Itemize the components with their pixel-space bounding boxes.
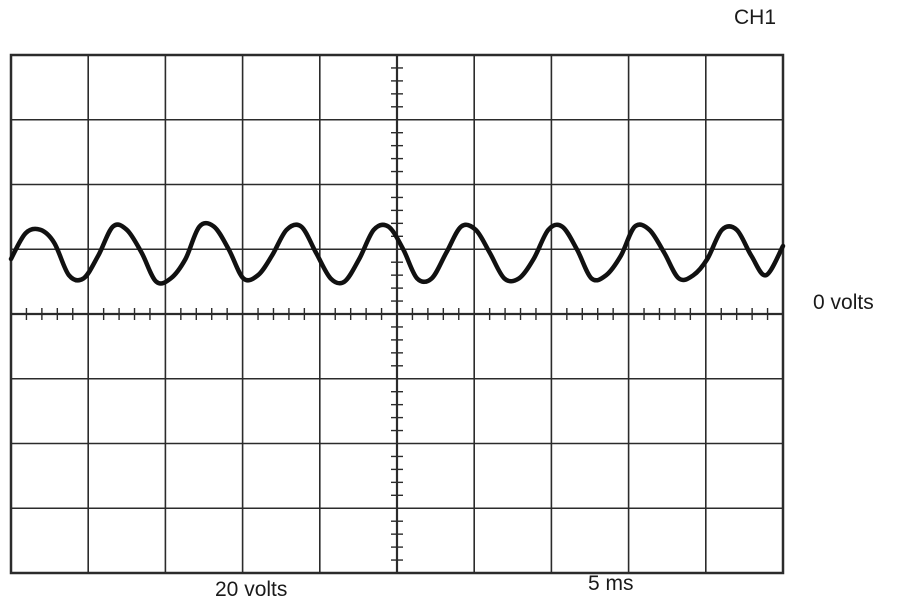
channel-label: CH1 — [734, 6, 777, 29]
time-per-division-label: 5 ms — [588, 572, 634, 595]
volts-per-division-label: 20 volts — [215, 578, 288, 601]
signal-trace — [8, 220, 786, 286]
zero-volts-label: 0 volts — [813, 291, 874, 314]
graticule — [11, 55, 783, 573]
graticule-ticks — [25, 67, 769, 561]
